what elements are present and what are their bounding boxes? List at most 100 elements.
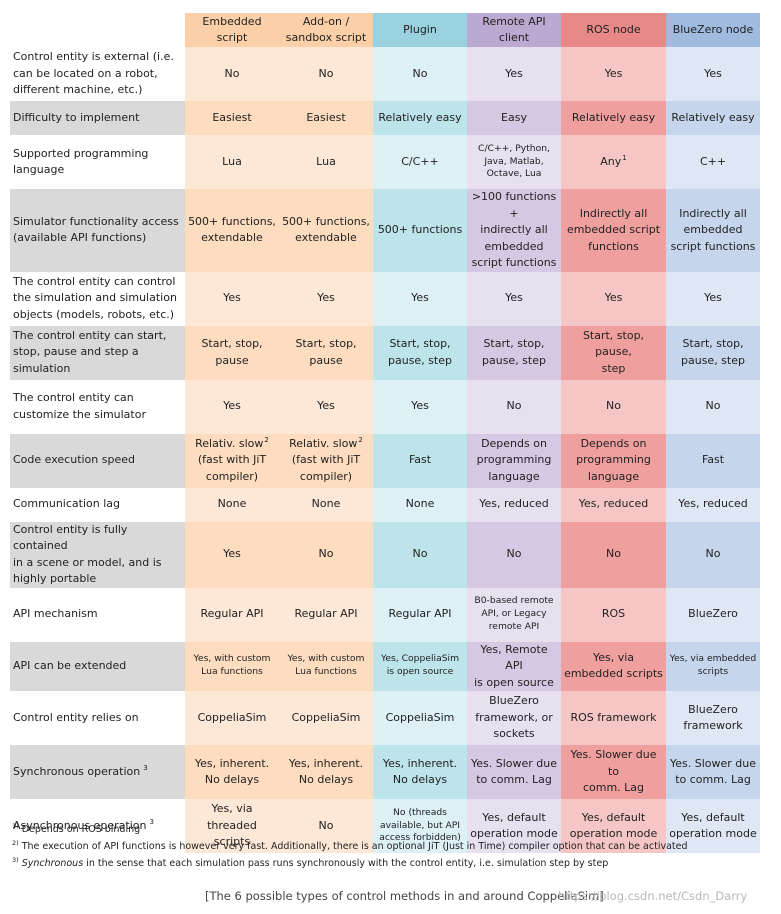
column-header-plugin: Plugin bbox=[373, 13, 467, 47]
cell-bluezero: Yes bbox=[666, 47, 760, 101]
cell-value: None bbox=[405, 497, 435, 511]
cell-value-line: (fast with JiT compiler) bbox=[291, 453, 361, 483]
cell-value: Relatively easy bbox=[378, 110, 462, 124]
cell-embedded: Yes bbox=[185, 379, 279, 434]
cell-value: Yes, via threaded scripts bbox=[207, 802, 257, 849]
cell-addon: Lua bbox=[279, 135, 373, 189]
cell-value: Yes bbox=[704, 66, 722, 80]
table-row: Simulator functionality access (availabl… bbox=[10, 189, 760, 272]
row-label-text: Asynchronous operation bbox=[13, 818, 147, 832]
footnote-1: 1) Depends on ROS binding bbox=[12, 822, 141, 836]
cell-value: Yes, via embedded scripts bbox=[564, 650, 663, 681]
cell-addon: No bbox=[279, 47, 373, 101]
cell-value: C/C++ bbox=[401, 154, 439, 168]
row-label: Simulator functionality access (availabl… bbox=[10, 189, 185, 272]
footnote-marker: 3 bbox=[149, 818, 154, 827]
column-header-ros: ROS node bbox=[561, 13, 666, 47]
cell-addon: No bbox=[279, 521, 373, 588]
row-label-text: The control entity can control the simul… bbox=[13, 274, 177, 321]
table-row: Difficulty to implement Easiest Easiest Rel… bbox=[10, 101, 760, 135]
cell-value: Yes bbox=[704, 291, 722, 305]
cell-value: CoppeliaSim bbox=[197, 710, 267, 724]
cell-ros: ROS bbox=[561, 587, 666, 642]
cell-bluezero: Yes. Slower due to comm. Lag bbox=[666, 745, 760, 799]
cell-bluezero: C++ bbox=[666, 135, 760, 189]
cell-value: No bbox=[318, 547, 334, 561]
cell-addon: Regular API bbox=[279, 587, 373, 642]
cell-addon: Easiest bbox=[279, 101, 373, 135]
cell-bluezero: Fast bbox=[666, 433, 760, 488]
table-row: API mechanism Regular API Regular API Regul… bbox=[10, 587, 760, 642]
cell-value: Yes bbox=[604, 291, 623, 305]
cell-value: Yes, default operation mode bbox=[669, 810, 757, 841]
cell-value: Any bbox=[600, 154, 622, 168]
cell-embedded: Start, stop, pause bbox=[185, 325, 279, 380]
cell-value: Relativ. slow2 (fast with JiT compiler) bbox=[289, 437, 363, 483]
cell-value: Yes, with custom Lua functions bbox=[193, 653, 271, 678]
cell-remote: BlueZero framework, or sockets bbox=[467, 691, 561, 745]
row-label-text: API can be extended bbox=[13, 659, 127, 672]
cell-value: Yes bbox=[411, 399, 429, 413]
cell-value: Yes bbox=[223, 547, 241, 561]
row-label-text: Control entity relies on bbox=[13, 710, 139, 724]
cell-value: No bbox=[224, 66, 240, 80]
cell-embedded: Yes, via threaded scripts bbox=[185, 799, 279, 853]
cell-value: Yes, inherent. No delays bbox=[194, 756, 270, 787]
cell-ros: Yes bbox=[561, 271, 666, 326]
cell-remote: Depends on programming language bbox=[467, 433, 561, 488]
footnote-2: 2) The execution of API functions is how… bbox=[12, 839, 688, 853]
header-corner bbox=[10, 13, 185, 47]
row-label-text: Difficulty to implement bbox=[13, 110, 140, 124]
cell-value-line: (fast with JiT compiler) bbox=[197, 453, 267, 483]
table-row: Communication lag None None None Yes, reduce… bbox=[10, 487, 760, 522]
cell-value: 500+ functions, extendable bbox=[282, 214, 370, 245]
cell-value: Yes, inherent. No delays bbox=[382, 756, 458, 787]
cell-embedded: Yes bbox=[185, 271, 279, 326]
cell-value: >100 functions + indirectly all embedded… bbox=[471, 190, 557, 269]
cell-value: Relatively easy bbox=[671, 110, 755, 124]
cell-bluezero: Yes, default operation mode bbox=[666, 799, 760, 853]
row-label: Communication lag bbox=[10, 487, 185, 522]
row-label: Control entity is fully contained in a s… bbox=[10, 521, 185, 588]
row-label-text: Control entity is external (i.e. can be … bbox=[13, 50, 174, 97]
cell-value: Yes. Slower due to comm. Lag bbox=[570, 748, 657, 795]
figure-caption: [The 6 possible types of control methods… bbox=[205, 889, 604, 903]
cell-value: Easiest bbox=[306, 110, 346, 124]
cell-value: Yes, via embedded scripts bbox=[669, 653, 757, 678]
footnote-3: 3) Synchronous in the sense that each si… bbox=[12, 856, 609, 870]
cell-value: Easy bbox=[501, 110, 527, 124]
cell-value: Lua bbox=[222, 154, 242, 168]
cell-plugin: Fast bbox=[373, 433, 467, 488]
row-label: Control entity relies on bbox=[10, 691, 185, 745]
cell-value: Start, stop, pause, step bbox=[482, 337, 546, 367]
row-label: Synchronous operation 3 bbox=[10, 745, 185, 799]
cell-embedded: CoppeliaSim bbox=[185, 691, 279, 745]
cell-value: Yes, CoppeliaSim is open source bbox=[380, 653, 460, 678]
cell-addon: Yes, inherent. No delays bbox=[279, 745, 373, 799]
cell-value: Fast bbox=[408, 453, 432, 467]
cell-value: Regular API bbox=[200, 607, 264, 621]
cell-value: Depends on programming language bbox=[576, 436, 651, 483]
cell-addon: Yes bbox=[279, 271, 373, 326]
table-row: The control entity can start, stop, paus… bbox=[10, 325, 760, 380]
cell-plugin: C/C++ bbox=[373, 135, 467, 189]
cell-ros: Depends on programming language bbox=[561, 433, 666, 488]
cell-embedded: Lua bbox=[185, 135, 279, 189]
cell-value: Yes, reduced bbox=[578, 497, 649, 511]
cell-plugin: Start, stop, pause, step bbox=[373, 325, 467, 380]
cell-plugin: Regular API bbox=[373, 587, 467, 642]
cell-value: Yes, reduced bbox=[678, 497, 748, 511]
cell-value: Fast bbox=[701, 453, 725, 467]
cell-ros: Yes, reduced bbox=[561, 487, 666, 522]
cell-value: Yes, default operation mode bbox=[569, 810, 658, 841]
row-label-text: Communication lag bbox=[13, 497, 120, 511]
row-label-text: Simulator functionality access (availabl… bbox=[13, 214, 179, 245]
cell-value: Yes, with custom Lua functions bbox=[287, 653, 365, 678]
cell-embedded: No bbox=[185, 47, 279, 101]
cell-plugin: Yes, inherent. No delays bbox=[373, 745, 467, 799]
cell-plugin: No bbox=[373, 47, 467, 101]
cell-value: No bbox=[606, 399, 621, 413]
table-row: The control entity can customize the sim… bbox=[10, 379, 760, 434]
cell-addon: No bbox=[279, 799, 373, 853]
table-row: Control entity relies on CoppeliaSim Coppe… bbox=[10, 691, 760, 745]
